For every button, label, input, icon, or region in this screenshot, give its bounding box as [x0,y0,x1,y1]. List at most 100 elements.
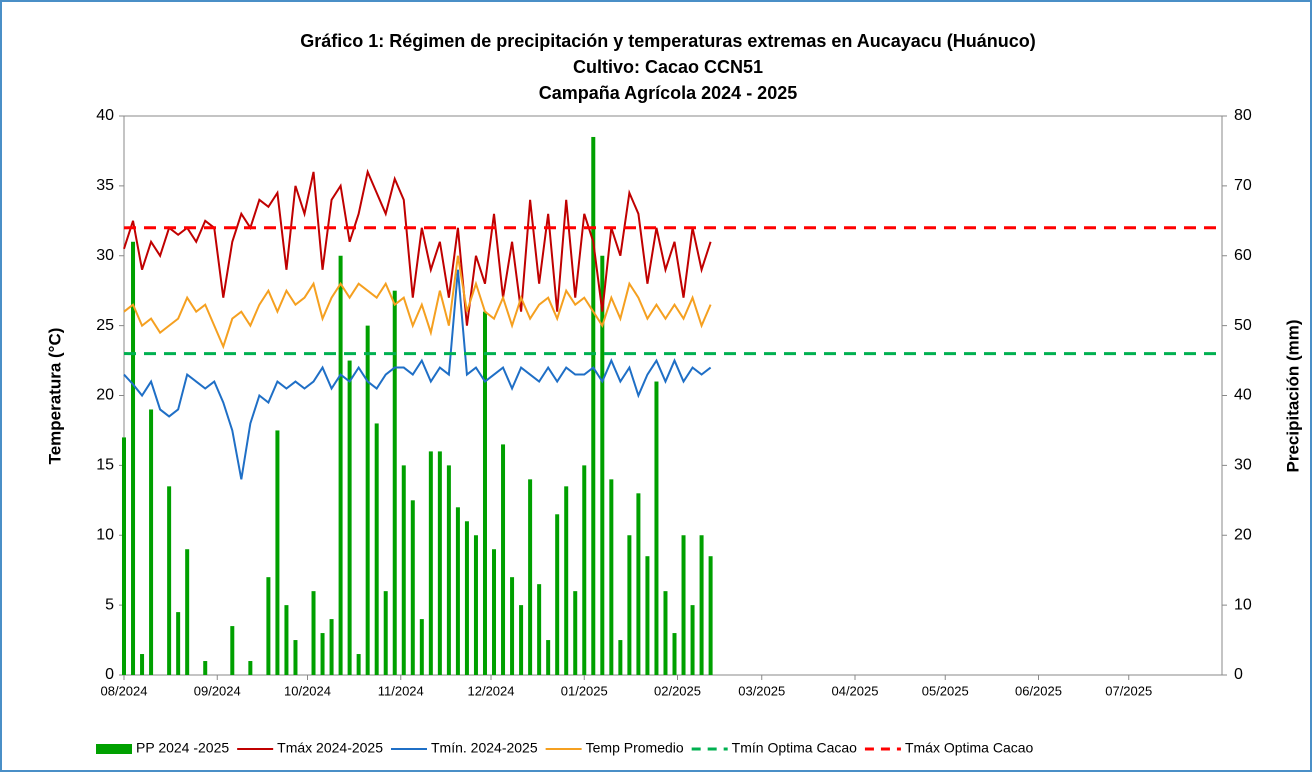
bar [122,437,126,675]
bar [446,465,451,675]
chart-subtitle: Campaña Agrícola 2024 - 2025 [539,83,797,103]
bar [618,640,623,675]
bar [311,591,316,675]
x-tick-label: 07/2025 [1105,683,1152,698]
bar [293,640,298,675]
y-tick-label: 40 [96,107,114,124]
x-tick-label: 12/2024 [468,683,515,698]
bar [419,619,424,675]
bar [564,486,569,675]
bar [528,479,533,675]
bar [663,591,668,675]
y2-tick-label: 10 [1234,596,1252,613]
bar [365,325,370,675]
x-tick-label: 09/2024 [194,683,241,698]
bar [537,584,542,675]
x-tick-label: 10/2024 [284,683,331,698]
bar [582,465,587,675]
bar [708,556,713,675]
bar [555,514,560,675]
x-tick-label: 05/2025 [922,683,969,698]
bar [636,493,641,675]
y2-tick-label: 20 [1234,526,1252,543]
bar [510,577,515,675]
x-tick-label: 04/2025 [831,683,878,698]
bar [455,507,460,675]
bar [383,591,388,675]
bar [591,136,596,675]
bar [437,451,442,675]
y2-tick-label: 40 [1234,387,1252,404]
y-tick-label: 10 [96,526,114,543]
bar [248,661,253,675]
y2-tick-label: 60 [1234,247,1252,264]
x-tick-label: 11/2024 [378,683,424,698]
x-tick-label: 02/2025 [654,683,701,698]
bar [131,241,136,675]
bar [501,444,506,675]
bar [699,535,704,675]
y2-tick-label: 0 [1234,666,1243,683]
legend-label: Tmáx 2024-2025 [277,740,383,756]
bar [654,381,659,675]
y-tick-label: 0 [105,666,114,683]
bar [338,255,343,675]
bar [266,577,271,675]
bar [329,619,334,675]
bar [185,549,190,675]
bar [428,451,433,675]
y2-tick-label: 70 [1234,177,1252,194]
bar [320,633,325,675]
line-series [123,269,712,480]
bar [573,591,578,675]
bar [690,605,695,675]
bar [464,521,469,675]
bar [176,612,181,675]
line-series [123,168,712,326]
bar [230,626,235,675]
bar [410,500,415,675]
x-tick-label: 01/2025 [561,683,608,698]
bar [546,640,551,675]
y-axis-label: Temperatura (°C) [45,328,64,465]
legend-label: Tmín. 2024-2025 [431,740,538,756]
bar [492,549,497,675]
y2-tick-label: 30 [1234,457,1252,474]
bar [627,535,632,675]
legend-label: Tmín Optima Cacao [732,740,857,756]
bar [374,423,379,675]
bar [600,255,605,675]
bar [392,290,397,675]
y2-tick-label: 50 [1234,317,1252,334]
y-tick-label: 20 [96,387,114,404]
bar [149,409,154,675]
legend-label: Temp Promedio [586,740,684,756]
y2-tick-label: 80 [1234,107,1252,124]
y-tick-label: 35 [96,177,114,194]
x-tick-label: 08/2024 [101,683,148,698]
x-tick-label: 06/2025 [1015,683,1062,698]
y-tick-label: 25 [96,317,114,334]
bar [482,311,487,675]
bar [167,486,172,675]
bar [284,605,289,675]
y-tick-label: 15 [96,457,114,474]
bar [140,654,145,675]
y-tick-label: 30 [96,247,114,264]
y-tick-label: 5 [105,596,114,613]
chart-subtitle: Cultivo: Cacao CCN51 [573,57,763,77]
line-series [123,255,712,350]
bar [645,556,650,675]
bar [275,430,280,675]
bar [609,479,614,675]
x-tick-label: 03/2025 [738,683,785,698]
bar [473,535,478,675]
legend-label: PP 2024 -2025 [136,740,229,756]
bar [519,605,524,675]
chart-title: Gráfico 1: Régimen de precipitación y te… [300,31,1036,51]
bar [681,535,686,675]
bar [356,654,361,675]
legend-label: Tmáx Optima Cacao [905,740,1034,756]
bar [401,465,406,675]
